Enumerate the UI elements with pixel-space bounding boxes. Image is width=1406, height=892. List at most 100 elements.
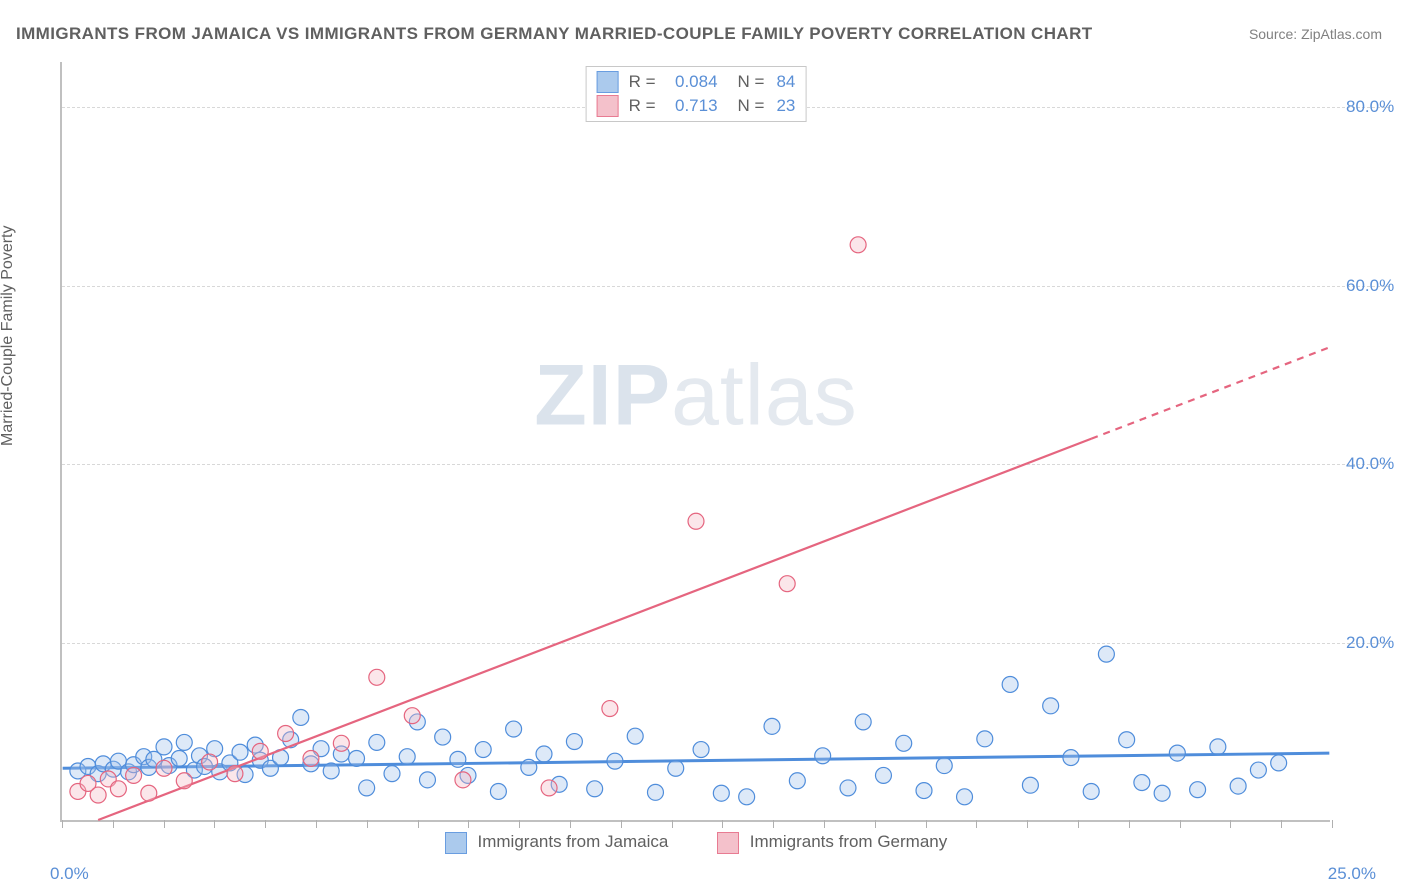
data-point xyxy=(1190,782,1206,798)
x-tick xyxy=(926,820,927,828)
data-point xyxy=(1210,739,1226,755)
data-point xyxy=(176,773,192,789)
legend-stats-row-1: R =0.713 N =23 xyxy=(597,94,796,118)
data-point xyxy=(404,708,420,724)
data-point xyxy=(1271,755,1287,771)
x-tick xyxy=(1129,820,1130,828)
data-point xyxy=(855,714,871,730)
legend-item-1: Immigrants from Germany xyxy=(717,832,947,851)
data-point xyxy=(333,735,349,751)
data-point xyxy=(1063,750,1079,766)
data-point xyxy=(789,773,805,789)
data-point xyxy=(1083,783,1099,799)
x-tick xyxy=(976,820,977,828)
chart-title: IMMIGRANTS FROM JAMAICA VS IMMIGRANTS FR… xyxy=(16,24,1093,44)
data-point xyxy=(435,729,451,745)
data-point xyxy=(957,789,973,805)
data-point xyxy=(419,772,435,788)
data-point xyxy=(227,766,243,782)
data-point xyxy=(896,735,912,751)
x-tick xyxy=(621,820,622,828)
x-tick xyxy=(672,820,673,828)
x-tick xyxy=(875,820,876,828)
x-tick xyxy=(722,820,723,828)
legend-series: Immigrants from Jamaica Immigrants from … xyxy=(62,832,1330,854)
data-point xyxy=(668,760,684,776)
x-tick xyxy=(1281,820,1282,828)
data-point xyxy=(713,785,729,801)
x-tick xyxy=(164,820,165,828)
x-tick xyxy=(265,820,266,828)
data-point xyxy=(1230,778,1246,794)
x-tick xyxy=(418,820,419,828)
data-point xyxy=(587,781,603,797)
trend-line-dashed-1 xyxy=(1091,347,1329,438)
data-point xyxy=(779,576,795,592)
x-tick-min: 0.0% xyxy=(50,864,89,884)
x-tick xyxy=(113,820,114,828)
legend-swatch-b0 xyxy=(445,832,467,854)
y-axis-label: Married-Couple Family Poverty xyxy=(0,225,17,446)
data-point xyxy=(602,701,618,717)
scatter-plot: ZIPatlas 20.0%40.0%60.0%80.0% R =0.084 N… xyxy=(60,62,1330,822)
data-point xyxy=(739,789,755,805)
data-point xyxy=(369,669,385,685)
legend-swatch-b1 xyxy=(717,832,739,854)
data-point xyxy=(521,759,537,775)
data-point xyxy=(693,742,709,758)
legend-swatch-1 xyxy=(597,95,619,117)
data-point xyxy=(303,750,319,766)
x-tick xyxy=(1230,820,1231,828)
chart-svg xyxy=(62,62,1330,820)
data-point xyxy=(455,772,471,788)
data-point xyxy=(156,739,172,755)
data-point xyxy=(1002,676,1018,692)
x-tick xyxy=(824,820,825,828)
data-point xyxy=(936,758,952,774)
data-point xyxy=(815,748,831,764)
data-point xyxy=(536,746,552,762)
x-tick xyxy=(773,820,774,828)
data-point xyxy=(541,780,557,796)
data-point xyxy=(647,784,663,800)
data-point xyxy=(1098,646,1114,662)
legend-stats: R =0.084 N =84 R =0.713 N =23 xyxy=(586,66,807,122)
x-tick xyxy=(1078,820,1079,828)
data-point xyxy=(176,734,192,750)
data-point xyxy=(1119,732,1135,748)
data-point xyxy=(764,718,780,734)
data-point xyxy=(506,721,522,737)
data-point xyxy=(293,709,309,725)
data-point xyxy=(1134,775,1150,791)
data-point xyxy=(232,744,248,760)
data-point xyxy=(126,767,142,783)
data-point xyxy=(850,237,866,253)
data-point xyxy=(1154,785,1170,801)
data-point xyxy=(369,734,385,750)
data-point xyxy=(171,750,187,766)
data-point xyxy=(490,783,506,799)
data-point xyxy=(349,750,365,766)
data-point xyxy=(1250,762,1266,778)
data-point xyxy=(627,728,643,744)
data-point xyxy=(1169,745,1185,761)
data-point xyxy=(384,766,400,782)
x-tick xyxy=(62,820,63,828)
x-tick xyxy=(570,820,571,828)
x-tick xyxy=(214,820,215,828)
data-point xyxy=(359,780,375,796)
data-point xyxy=(1043,698,1059,714)
data-point xyxy=(475,742,491,758)
data-point xyxy=(840,780,856,796)
data-point xyxy=(450,751,466,767)
x-tick-max: 25.0% xyxy=(1328,864,1376,884)
data-point xyxy=(916,783,932,799)
legend-stats-row-0: R =0.084 N =84 xyxy=(597,70,796,94)
legend-item-0: Immigrants from Jamaica xyxy=(445,832,673,851)
data-point xyxy=(323,763,339,779)
data-point xyxy=(252,743,268,759)
source-attribution: Source: ZipAtlas.com xyxy=(1249,26,1382,42)
data-point xyxy=(977,731,993,747)
data-point xyxy=(399,749,415,765)
data-point xyxy=(278,726,294,742)
